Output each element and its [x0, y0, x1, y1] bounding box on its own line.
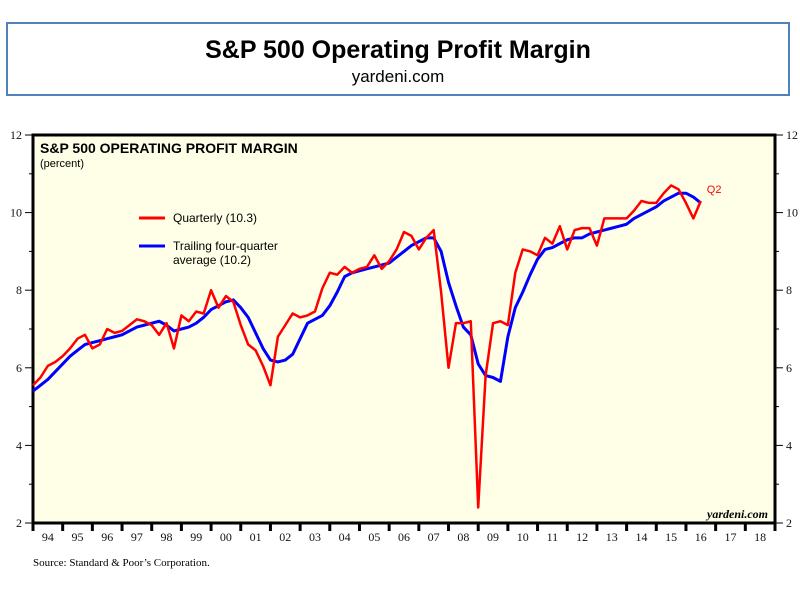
points-trailing [32, 193, 701, 392]
x-tick-label: 01 [250, 530, 262, 544]
x-tick-label: 18 [754, 530, 766, 544]
x-tick-label: 11 [547, 530, 559, 544]
x-tick-label: 94 [42, 530, 54, 544]
y-tick-label-right: 2 [786, 516, 792, 530]
x-tick-label: 95 [72, 530, 84, 544]
page-subtitle: yardeni.com [351, 67, 445, 86]
credit-watermark: yardeni.com [705, 507, 768, 521]
x-tick-label: 03 [309, 530, 321, 544]
y-tick-label-left: 6 [16, 361, 22, 375]
y-tick-label-left: 12 [10, 128, 22, 142]
y-tick-label-right: 12 [786, 128, 798, 142]
y-axis-right: 2 4 6 8 10 12 [775, 128, 798, 530]
points-quarterly [32, 185, 701, 508]
y-tick-label-left: 2 [16, 516, 22, 530]
x-axis: 94 95 96 97 98 99 00 01 02 03 04 05 06 07 08 09 10 11 12 13… [31, 523, 777, 544]
x-tick-label: 04 [339, 530, 351, 544]
y-tick-label-left: 10 [10, 206, 22, 220]
chart-title: S&P 500 OPERATING PROFIT MARGIN [40, 140, 298, 156]
y-tick-label-right: 10 [786, 206, 798, 220]
x-tick-label: 96 [101, 530, 113, 544]
x-tick-label: 13 [606, 530, 618, 544]
legend: Quarterly (10.3) Trailing four-quarter a… [139, 211, 278, 267]
x-tick-label: 02 [279, 530, 291, 544]
x-tick-label: 08 [457, 530, 469, 544]
x-tick-label: 07 [428, 530, 440, 544]
page-title: S&P 500 Operating Profit Margin [205, 36, 591, 64]
x-tick-label: 09 [487, 530, 499, 544]
source-note: Source: Standard & Poor’s Corporation. [33, 557, 210, 569]
x-tick-label: 14 [635, 530, 647, 544]
x-tick-label: 06 [398, 530, 410, 544]
x-tick-label: 16 [695, 530, 707, 544]
x-tick-label: 10 [517, 530, 529, 544]
x-tick-label: 98 [161, 530, 173, 544]
y-axis-left: 2 4 6 8 10 12 [10, 128, 33, 530]
y-tick-label-right: 6 [786, 361, 792, 375]
x-tick-label: 05 [368, 530, 380, 544]
legend-label-quarterly: Quarterly (10.3) [173, 211, 257, 225]
chart-subtitle: (percent) [40, 158, 84, 170]
y-tick-label-right: 4 [786, 438, 792, 452]
title-box: S&P 500 Operating Profit Margin yardeni.… [6, 22, 790, 96]
x-tick-label: 17 [724, 530, 736, 544]
legend-label-trailing-line2: average (10.2) [173, 253, 251, 267]
x-tick-label: 97 [131, 530, 143, 544]
y-tick-label-left: 8 [16, 283, 22, 297]
x-tick-label: 12 [576, 530, 588, 544]
x-tick-label: 00 [220, 530, 232, 544]
y-tick-label-right: 8 [786, 283, 792, 297]
y-tick-label-left: 4 [16, 438, 22, 452]
annotation-q2: Q2 [707, 184, 722, 196]
x-tick-label: 99 [190, 530, 202, 544]
legend-label-trailing-line1: Trailing four-quarter [173, 239, 278, 253]
x-tick-label: 15 [665, 530, 677, 544]
